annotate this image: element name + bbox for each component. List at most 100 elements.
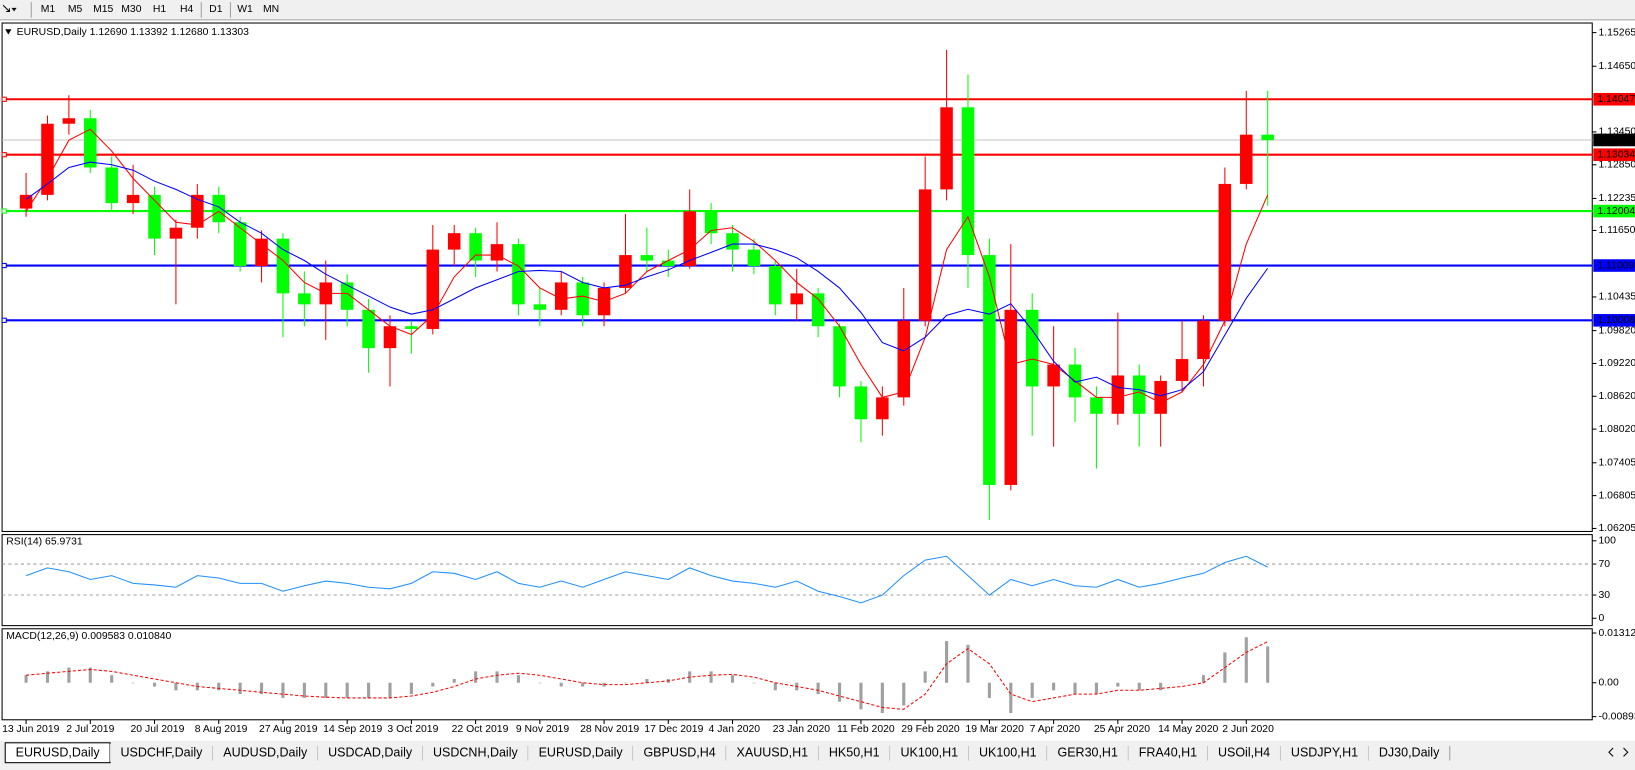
- candle-body: [276, 238, 290, 294]
- tab[interactable]: [528, 743, 634, 762]
- candle-body: [1090, 397, 1103, 414]
- title-arrow: [5, 29, 12, 35]
- macd-bar: [24, 675, 28, 683]
- tab-label[interactable]: EURUSD,Daily: [539, 746, 624, 760]
- tab[interactable]: [1368, 743, 1450, 762]
- tab-label[interactable]: XAUUSD,H1: [737, 746, 809, 760]
- timeframe-button[interactable]: M5: [68, 4, 83, 15]
- y-tick-label: 1.10435: [1599, 292, 1635, 303]
- tab-label[interactable]: EURUSD,Daily: [16, 746, 101, 760]
- tab-label[interactable]: UK100,H1: [979, 746, 1037, 760]
- candle-body: [1197, 320, 1210, 360]
- candle-body: [1218, 183, 1232, 321]
- macd-bar: [1073, 682, 1077, 695]
- macd-bar: [773, 682, 777, 691]
- tab[interactable]: [1128, 743, 1208, 762]
- timeframe-button[interactable]: M30: [121, 4, 141, 15]
- x-tick-label: 14 May 2020: [1158, 724, 1218, 735]
- candle-body: [148, 194, 161, 239]
- tab[interactable]: [1047, 743, 1129, 762]
- y-tick-label: 0.00: [1599, 678, 1619, 689]
- timeframe-button[interactable]: W1: [237, 4, 253, 15]
- macd-bar: [1094, 682, 1098, 695]
- macd-bar: [730, 675, 735, 683]
- level-marker: [1, 317, 7, 323]
- current-price-label: 1.13303: [1597, 135, 1635, 146]
- tab-scroll[interactable]: [1608, 747, 1629, 757]
- tab[interactable]: [726, 743, 819, 762]
- y-tick-label: 1.09220: [1599, 358, 1635, 369]
- candle-body: [490, 244, 504, 261]
- tab[interactable]: [633, 743, 727, 762]
- macd-bar: [1201, 675, 1206, 683]
- tab[interactable]: [890, 743, 969, 762]
- tab[interactable]: [1280, 743, 1369, 762]
- macd-bar: [538, 682, 542, 684]
- tab-label[interactable]: GER30,H1: [1058, 746, 1118, 760]
- current-price-box: [1593, 133, 1635, 147]
- tab[interactable]: [317, 743, 423, 762]
- macd-bar: [837, 682, 842, 702]
- macd-bar: [174, 682, 178, 691]
- candle-body: [62, 118, 76, 124]
- macd-bar: [110, 675, 114, 683]
- tab-label[interactable]: USDCAD,Daily: [328, 746, 413, 760]
- timeframe-button[interactable]: H1: [153, 4, 167, 15]
- timeframe-button[interactable]: MN: [263, 4, 279, 15]
- tab-label[interactable]: USDJPY,H1: [1291, 746, 1358, 760]
- timeframe-button[interactable]: H4: [180, 4, 194, 15]
- macd-bar: [752, 682, 756, 684]
- candle-body: [833, 326, 846, 387]
- x-tick-label: 22 Oct 2019: [452, 724, 509, 735]
- tab[interactable]: [818, 743, 891, 762]
- y-tick-label: 1.13450: [1599, 127, 1635, 138]
- timeframe-button[interactable]: M15: [93, 4, 113, 15]
- candle-body: [1154, 380, 1167, 414]
- tab-label[interactable]: USDCNH,Daily: [433, 746, 518, 760]
- y-tick-label: 0: [1599, 613, 1605, 624]
- macd-bar: [152, 682, 157, 687]
- tab[interactable]: [110, 743, 213, 762]
- candle-body: [212, 194, 225, 223]
- y-tick-label: 1.12235: [1599, 193, 1635, 204]
- timeframe-button[interactable]: D1: [209, 4, 223, 15]
- macd-bar: [1266, 646, 1270, 683]
- level-label-box: [1593, 314, 1635, 327]
- tab-label[interactable]: USOil,H4: [1218, 746, 1270, 760]
- candle-body: [576, 282, 589, 316]
- tab-label[interactable]: FRA40,H1: [1139, 746, 1197, 760]
- level-label: 1.12004: [1597, 206, 1635, 217]
- macd-bar: [495, 671, 499, 683]
- candle-body: [554, 282, 568, 310]
- candle-body: [640, 255, 654, 261]
- tab-label[interactable]: GBPUSD,H4: [643, 746, 715, 760]
- tab[interactable]: [212, 743, 318, 762]
- level-label: 1.11009: [1597, 260, 1634, 271]
- macd-bar: [388, 682, 392, 698]
- tab[interactable]: [1207, 743, 1281, 762]
- tab-label[interactable]: HK50,H1: [829, 746, 880, 760]
- y-tick-label: 30: [1599, 590, 1611, 601]
- level-label: 1.13034: [1597, 149, 1635, 160]
- timeframe-button[interactable]: M1: [41, 4, 56, 15]
- candle-body: [169, 227, 183, 239]
- tab[interactable]: [968, 743, 1048, 762]
- macd-bar: [645, 678, 649, 683]
- macd-bar: [902, 682, 906, 706]
- macd-bar: [1180, 682, 1184, 684]
- level-marker: [1, 208, 7, 214]
- tab-label[interactable]: UK100,H1: [900, 746, 958, 760]
- tab[interactable]: [422, 743, 529, 762]
- tab-label[interactable]: DJ30,Daily: [1379, 746, 1440, 760]
- macd-bar: [1137, 682, 1141, 691]
- y-tick-label: 1.14650: [1599, 61, 1635, 72]
- candle-body: [447, 233, 461, 250]
- tab-label[interactable]: USDCHF,Daily: [121, 746, 204, 760]
- tab-label[interactable]: AUDUSD,Daily: [223, 746, 308, 760]
- macd-bar: [709, 671, 713, 683]
- macd-bar: [581, 682, 585, 687]
- candle-body: [897, 320, 911, 398]
- candle-body: [1047, 364, 1060, 387]
- macd-bar: [816, 682, 820, 695]
